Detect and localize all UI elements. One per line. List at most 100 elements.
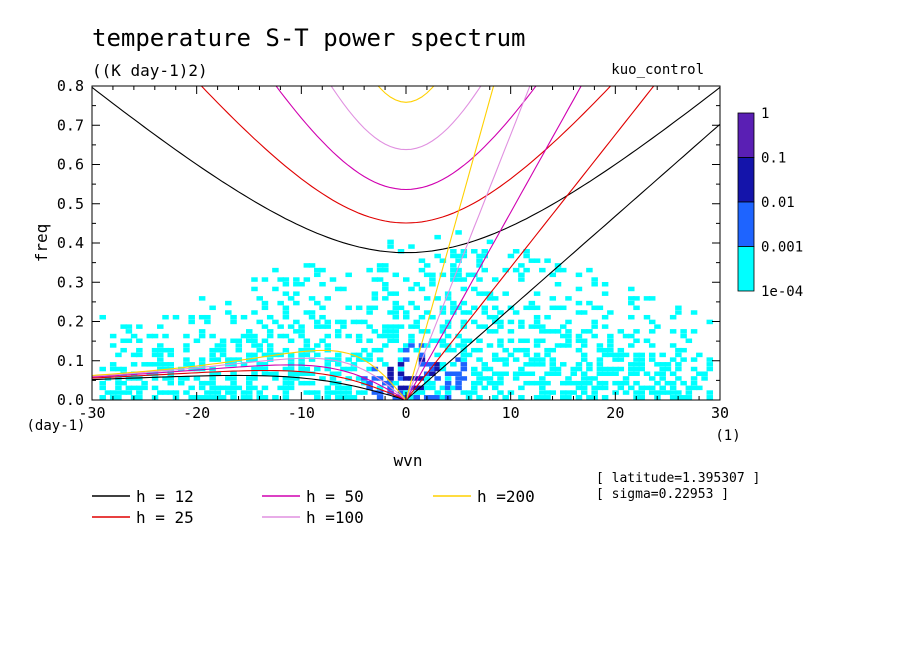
power-cell: [251, 343, 258, 348]
power-cell: [403, 343, 410, 348]
power-cell: [444, 376, 452, 381]
power-cell: [298, 324, 305, 329]
power-cell: [198, 380, 206, 386]
power-cell: [586, 395, 593, 400]
power-cell: [486, 376, 494, 381]
power-cell: [130, 371, 138, 376]
ig-curve-3: [330, 86, 482, 151]
power-cell: [497, 343, 504, 348]
power-cell: [418, 286, 426, 292]
power-cell: [130, 333, 138, 339]
power-cell: [408, 385, 415, 391]
power-cell: [423, 376, 431, 381]
power-cell: [287, 366, 295, 372]
power-cell: [622, 333, 630, 339]
power-cell: [664, 362, 672, 367]
power-cell: [376, 267, 384, 273]
power-cell: [246, 380, 253, 386]
power-cell: [303, 310, 311, 315]
power-cell: [204, 380, 211, 386]
power-cell: [261, 352, 269, 358]
power-cell: [408, 300, 415, 306]
power-cell: [324, 296, 331, 301]
power-cell: [669, 357, 677, 362]
power-cell: [120, 324, 127, 329]
power-cell: [539, 324, 546, 329]
power-cell: [136, 385, 143, 391]
power-cell: [277, 385, 284, 391]
power-cell: [355, 357, 363, 362]
power-cell: [361, 390, 368, 395]
power-cell: [565, 343, 572, 348]
power-cell: [471, 366, 478, 372]
power-cell: [225, 310, 232, 315]
power-cell: [643, 371, 651, 376]
power-cell: [324, 343, 331, 348]
power-cell: [434, 296, 441, 301]
power-cell: [664, 380, 672, 386]
power-cell: [277, 352, 284, 358]
power-cell: [225, 300, 232, 306]
power-cell: [439, 338, 447, 344]
power-cell: [172, 314, 180, 320]
power-cell: [298, 366, 305, 372]
power-cell: [287, 357, 295, 362]
power-cell: [533, 352, 541, 358]
power-cell: [476, 291, 483, 296]
power-cell: [230, 380, 237, 386]
power-cell: [596, 347, 604, 353]
power-cell: [340, 319, 347, 325]
power-cell: [282, 385, 290, 391]
power-cell: [345, 385, 352, 391]
power-cell: [512, 249, 520, 254]
power-cell: [444, 319, 452, 325]
power-cell: [591, 305, 598, 311]
power-cell: [638, 362, 645, 367]
power-cell: [167, 380, 174, 386]
power-cell: [319, 314, 326, 320]
power-cell: [580, 371, 588, 376]
power-cell: [586, 267, 593, 273]
power-cell: [669, 371, 677, 376]
power-cell: [560, 324, 567, 329]
power-cell: [303, 366, 311, 372]
power-cell: [340, 390, 347, 395]
power-cell: [141, 385, 148, 391]
power-cell: [314, 390, 321, 395]
power-cell: [491, 371, 499, 376]
power-cell: [533, 380, 541, 386]
power-cell: [246, 385, 253, 391]
power-cell: [266, 314, 274, 320]
power-cell: [539, 329, 546, 334]
power-cell: [570, 390, 577, 395]
power-cell: [277, 324, 284, 329]
power-cell: [460, 310, 468, 315]
power-cell: [256, 296, 263, 301]
power-cell: [507, 253, 515, 259]
power-cell: [533, 324, 541, 329]
power-cell: [434, 390, 441, 395]
power-cell: [345, 366, 352, 372]
power-cell: [366, 352, 373, 358]
power-cell: [439, 324, 447, 329]
power-cell: [696, 352, 703, 358]
power-cell: [235, 338, 243, 344]
power-cell: [622, 352, 630, 358]
power-cell: [219, 347, 227, 353]
power-cell: [251, 357, 258, 362]
power-cell: [162, 347, 169, 353]
power-cell: [476, 380, 483, 386]
power-cell: [633, 352, 640, 358]
power-cell: [648, 385, 656, 391]
power-cell: [151, 347, 159, 353]
power-cell: [162, 376, 169, 381]
power-cell: [303, 380, 311, 386]
power-cell: [444, 390, 452, 395]
power-cell: [669, 395, 677, 400]
power-cell: [251, 352, 258, 358]
y-tick-label: 0.8: [57, 77, 84, 95]
power-cell: [308, 310, 316, 315]
power-cell: [266, 333, 274, 339]
power-cell: [554, 329, 562, 334]
power-cell: [397, 249, 405, 254]
